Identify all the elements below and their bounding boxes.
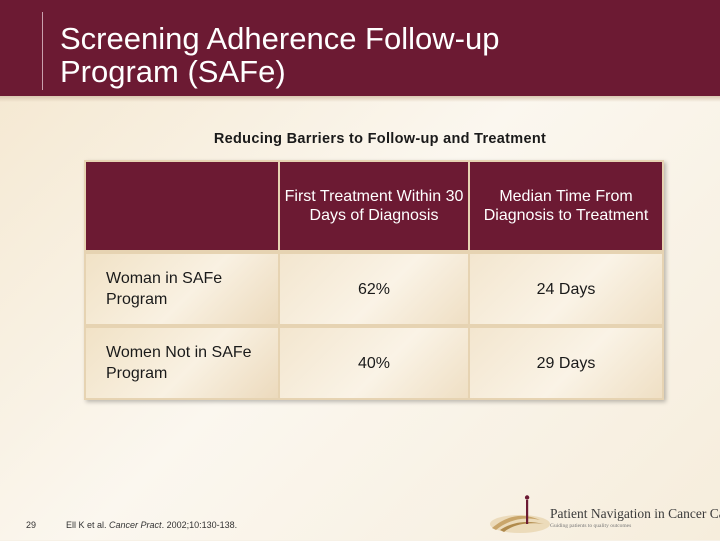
citation-authors: Ell K et al. <box>66 520 110 530</box>
slide-number: 29 <box>26 520 37 530</box>
title-divider <box>42 12 43 90</box>
title-bar-shadow <box>0 96 720 102</box>
citation-details: . 2002;10:130-138. <box>161 520 238 530</box>
slide-subtitle: Reducing Barriers to Follow-up and Treat… <box>213 131 547 147</box>
row-label-safe-program: Woman in SAFe Program <box>86 254 278 324</box>
cell-safe-first-treatment: 62% <box>280 254 468 324</box>
table-corner-cell <box>86 162 278 250</box>
row-label-not-in-safe: Women Not in SAFe Program <box>86 328 278 398</box>
column-header-median-time: Median Time From Diagnosis to Treatment <box>470 162 662 250</box>
logo-tagline: Guiding patients to quality outcomes <box>550 523 632 529</box>
citation: Ell K et al. Cancer Pract. 2002;10:130-1… <box>66 520 237 530</box>
slide-title: Screening Adherence Follow-up Program (S… <box>60 22 700 88</box>
logo-name: Patient Navigation in Cancer Care <box>550 506 720 521</box>
column-header-first-treatment: First Treatment Within 30 Days of Diagno… <box>280 162 468 250</box>
citation-journal: Cancer Pract <box>109 520 162 530</box>
cell-not-safe-first-treatment: 40% <box>280 328 468 398</box>
cell-not-safe-median-time: 29 Days <box>470 328 662 398</box>
slide-title-line-2: Program (SAFe) <box>60 54 286 89</box>
logo-swoosh-icon <box>490 495 550 533</box>
patient-navigation-logo: Patient Navigation in Cancer Care Guidin… <box>486 494 720 536</box>
slide-title-line-1: Screening Adherence Follow-up <box>60 21 500 56</box>
title-bar: Screening Adherence Follow-up Program (S… <box>0 0 720 96</box>
cell-safe-median-time: 24 Days <box>470 254 662 324</box>
results-table: First Treatment Within 30 Days of Diagno… <box>84 160 664 400</box>
